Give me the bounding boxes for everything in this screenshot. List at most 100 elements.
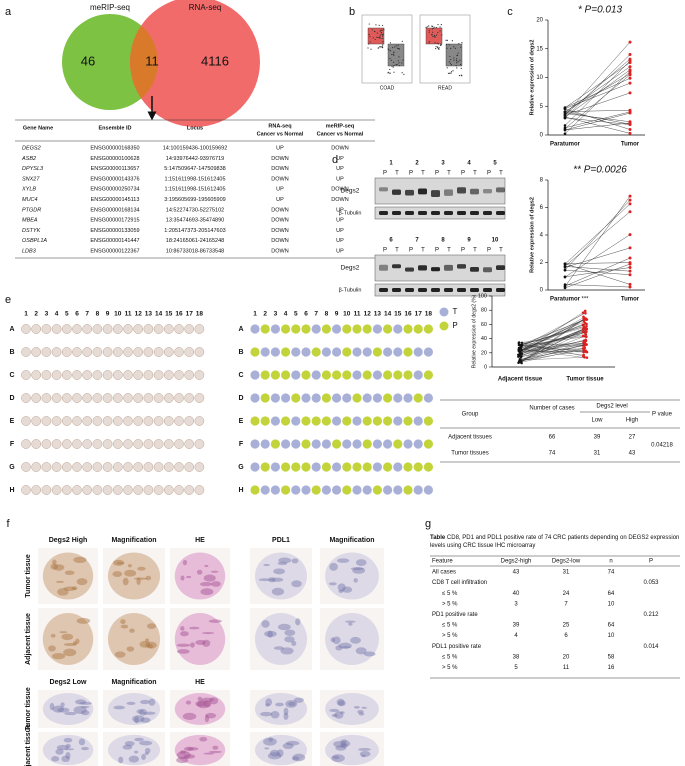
dot xyxy=(451,40,453,42)
tissue-detail xyxy=(186,575,192,579)
dot xyxy=(390,59,392,61)
dot xyxy=(430,33,433,36)
legend-label: P xyxy=(452,321,457,330)
band xyxy=(392,264,401,269)
table-cell: PTGDR xyxy=(22,207,41,213)
tma-core xyxy=(362,439,372,449)
table-header: Group xyxy=(462,412,479,418)
dot xyxy=(445,39,447,41)
tma-core xyxy=(413,462,423,472)
tissue-detail xyxy=(338,589,344,594)
tissue-detail xyxy=(337,558,350,563)
blot-label: β-Tubulin xyxy=(339,210,362,216)
dot xyxy=(453,59,455,61)
table-cell: 7 xyxy=(564,601,568,607)
table-cell: LDB3 xyxy=(22,248,37,254)
dot xyxy=(379,36,381,38)
tissue-detail xyxy=(273,568,286,575)
dot xyxy=(628,273,632,277)
tma-core xyxy=(270,393,280,403)
tma-core xyxy=(102,485,113,495)
dot xyxy=(368,23,370,25)
tma-core xyxy=(92,370,103,380)
dot xyxy=(454,47,457,49)
dot xyxy=(628,120,632,124)
tma-core xyxy=(352,370,362,380)
tma-core xyxy=(61,416,72,426)
tissue-detail xyxy=(261,620,270,628)
column-label: 2 xyxy=(34,311,38,318)
table-header: Locus xyxy=(187,125,203,131)
tma-core xyxy=(31,439,42,449)
table-cell: UP xyxy=(336,238,344,244)
tma-core xyxy=(143,416,154,426)
tissue-detail xyxy=(126,701,136,706)
pair-line xyxy=(564,270,631,275)
dot xyxy=(377,36,379,39)
table-cell: > 5 % xyxy=(442,601,458,607)
tma-core xyxy=(194,439,205,449)
dot xyxy=(431,28,433,30)
tissue-detail xyxy=(122,577,129,586)
tissue-detail xyxy=(202,639,211,647)
tissue-detail xyxy=(340,743,348,749)
tma-core xyxy=(21,370,31,380)
dot xyxy=(382,44,384,46)
tma-core xyxy=(123,416,133,426)
pair-line xyxy=(564,110,631,112)
tma-core xyxy=(301,347,311,357)
table-cell: 43 xyxy=(629,451,636,457)
band xyxy=(405,211,414,215)
panel-letter: c xyxy=(507,6,513,18)
band xyxy=(405,288,414,292)
dot xyxy=(453,57,455,59)
lane-number: 7 xyxy=(415,238,419,244)
dot xyxy=(426,26,428,28)
tissue-detail xyxy=(203,700,212,708)
table-cell: 0.053 xyxy=(643,580,659,586)
tissue-detail xyxy=(291,580,302,588)
tissue-detail xyxy=(64,748,75,751)
tma-core xyxy=(153,485,164,495)
dot xyxy=(628,282,632,286)
tma-core xyxy=(41,393,52,403)
column-label: 1 xyxy=(253,311,257,318)
dot xyxy=(381,33,383,35)
table-cell: ENSG00000168134 xyxy=(90,207,139,213)
tma-core xyxy=(92,347,103,357)
dot xyxy=(450,72,452,74)
lane-label: T xyxy=(499,248,503,254)
dot xyxy=(628,131,632,135)
tma-core xyxy=(72,439,82,449)
tma-core xyxy=(291,416,301,426)
row-label: H xyxy=(9,487,14,494)
tissue-detail xyxy=(190,642,195,648)
tissue-detail xyxy=(180,631,189,637)
dot xyxy=(375,24,377,26)
tma-core xyxy=(133,439,144,449)
table-cell: MUC4 xyxy=(22,197,38,203)
tma-core xyxy=(372,324,382,334)
tissue-detail xyxy=(200,588,214,596)
tma-core xyxy=(112,485,123,495)
table-cell: ENSG00000143376 xyxy=(90,176,139,182)
tma-core xyxy=(291,347,301,357)
column-label: 9 xyxy=(335,311,339,318)
table-cell: 10 xyxy=(608,633,615,639)
row-label: C xyxy=(9,372,14,379)
blot-label: β-Tubulin xyxy=(339,287,362,293)
table-cell: PD1 positive rate xyxy=(432,612,478,618)
tma-core xyxy=(413,393,423,403)
dot xyxy=(460,67,462,69)
tma-core xyxy=(102,439,113,449)
tma-core xyxy=(82,416,93,426)
tma-core xyxy=(163,324,174,334)
dot xyxy=(389,50,392,52)
column-label: 11 xyxy=(354,311,361,318)
tma-core xyxy=(174,462,184,472)
tissue-detail xyxy=(140,699,150,705)
pair-line xyxy=(564,66,631,113)
tma-core xyxy=(250,485,260,495)
image-header: Degs2 High xyxy=(49,537,88,544)
tissue-detail xyxy=(120,624,129,629)
